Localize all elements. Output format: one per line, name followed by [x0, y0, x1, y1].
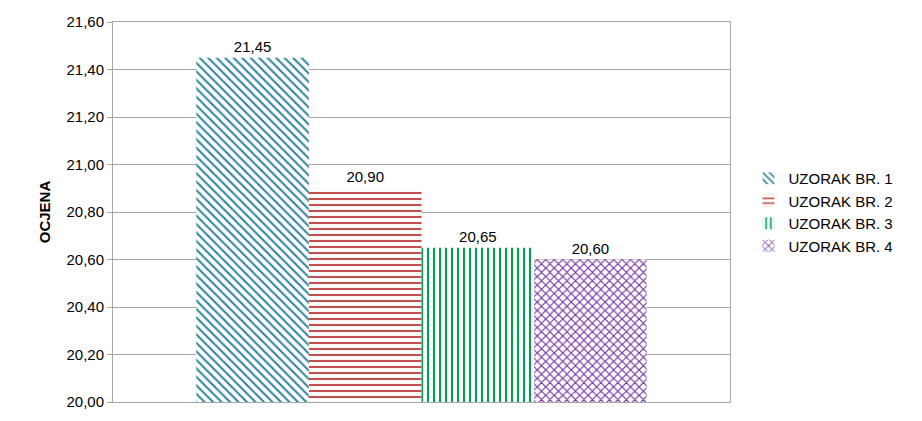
svg-text:21,20: 21,20	[66, 108, 104, 125]
svg-text:UZORAK BR. 2: UZORAK BR. 2	[789, 193, 893, 210]
svg-text:20,60: 20,60	[66, 251, 104, 268]
svg-text:21,40: 21,40	[66, 61, 104, 78]
svg-text:20,90: 20,90	[346, 168, 384, 185]
svg-text:UZORAK BR. 1: UZORAK BR. 1	[789, 170, 893, 187]
svg-text:UZORAK BR. 3: UZORAK BR. 3	[789, 215, 893, 232]
svg-text:20,80: 20,80	[66, 203, 104, 220]
svg-text:20,00: 20,00	[66, 393, 104, 410]
svg-text:21,00: 21,00	[66, 156, 104, 173]
svg-text:OCJENA: OCJENA	[36, 181, 53, 244]
svg-text:21,60: 21,60	[66, 13, 104, 30]
svg-text:21,45: 21,45	[234, 38, 272, 55]
svg-text:20,40: 20,40	[66, 298, 104, 315]
svg-text:20,60: 20,60	[572, 240, 610, 257]
svg-text:20,65: 20,65	[459, 228, 497, 245]
svg-text:UZORAK BR. 4: UZORAK BR. 4	[789, 238, 893, 255]
svg-text:20,20: 20,20	[66, 346, 104, 363]
